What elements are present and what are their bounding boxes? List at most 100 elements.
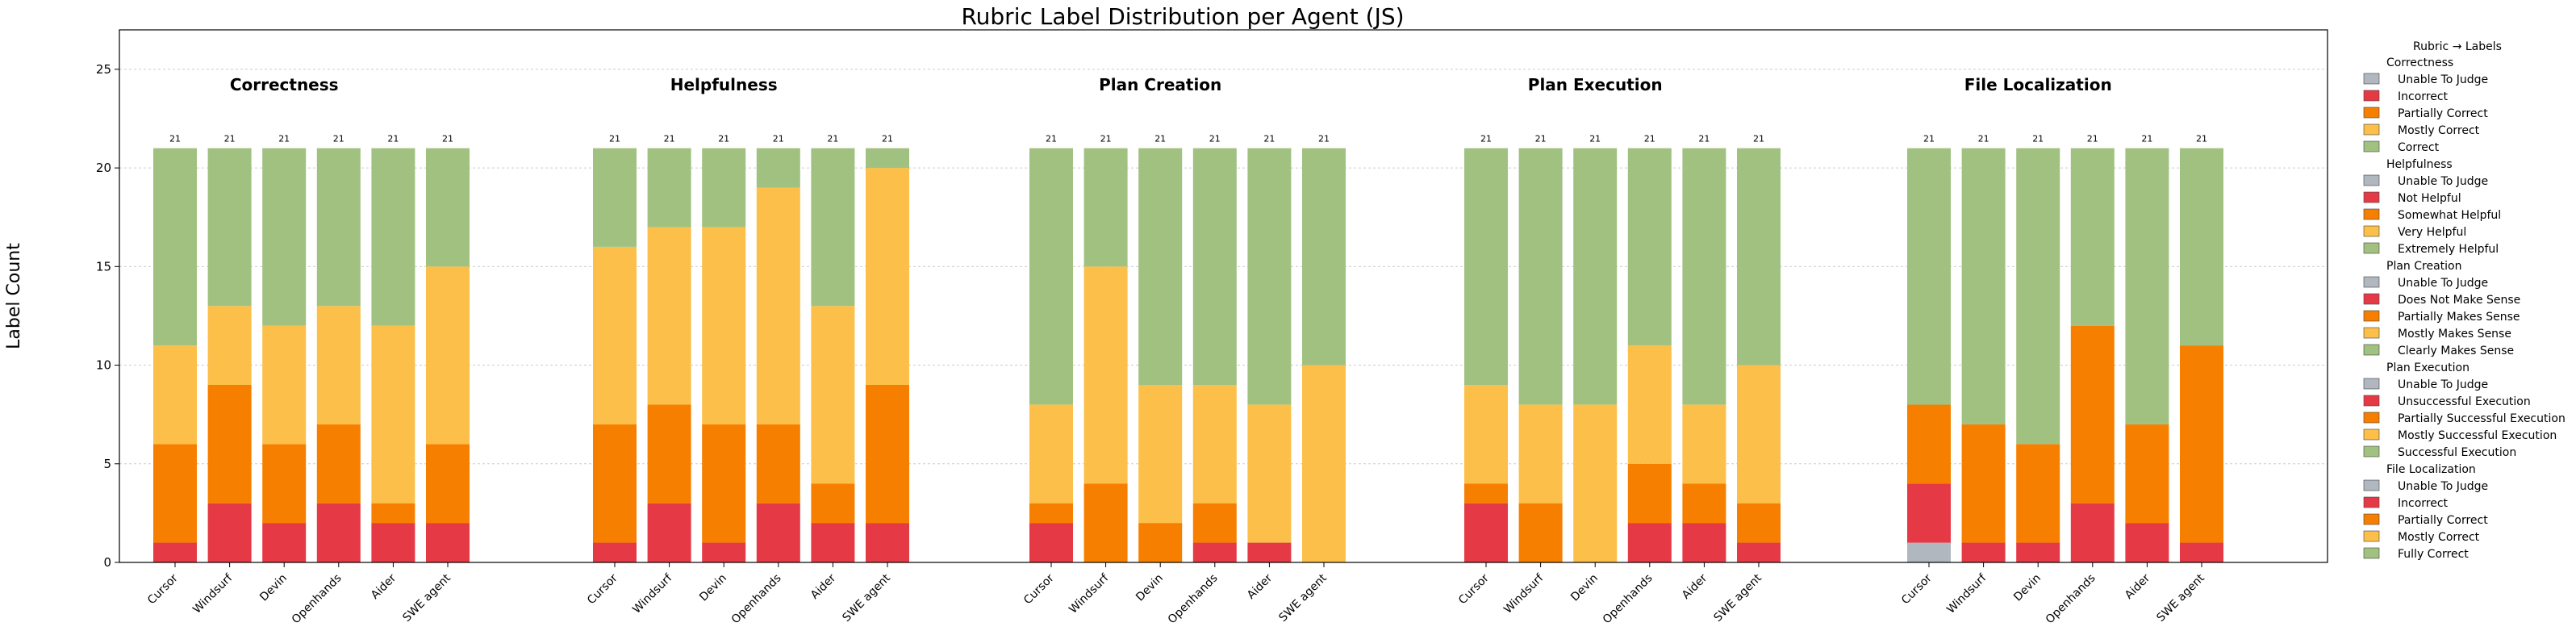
- total-label: 21: [882, 134, 893, 144]
- total-label: 21: [1753, 134, 1764, 144]
- bar-file-localization-aider-fully-correct: [2125, 148, 2169, 424]
- bar-plan-execution-devin-mostly-successful-execution: [1573, 404, 1618, 562]
- bar-file-localization-aider-incorrect: [2125, 523, 2169, 562]
- total-label: 21: [1154, 134, 1166, 144]
- x-tick-label: Devin: [1134, 572, 1166, 604]
- bar-file-localization-windsurf-fully-correct: [1961, 148, 2006, 424]
- bar-file-localization-windsurf-partially-correct: [1961, 424, 2006, 543]
- legend-swatch: [2363, 174, 2380, 186]
- legend-swatch: [2363, 395, 2380, 407]
- legend-entry-mostly-correct: Mostly Correct: [2398, 531, 2480, 544]
- bar-correctness-cursor-partially-correct: [153, 444, 197, 543]
- bar-correctness-cursor-incorrect: [153, 542, 197, 562]
- total-label: 21: [1209, 134, 1221, 144]
- legend-entry-partially-successful-execution: Partially Successful Execution: [2398, 412, 2566, 425]
- legend-swatch: [2363, 412, 2380, 424]
- legend-swatch: [2363, 107, 2380, 119]
- bar-plan-creation-openhands-partially-makes-sense: [1192, 503, 1237, 543]
- bar-plan-creation-cursor-partially-makes-sense: [1029, 503, 1073, 524]
- bar-file-localization-devin-partially-correct: [2016, 444, 2060, 543]
- legend-heading-plan-creation: Plan Creation: [2386, 260, 2461, 273]
- legend-entry-mostly-makes-sense: Mostly Makes Sense: [2398, 328, 2511, 341]
- bar-plan-creation-windsurf-partially-makes-sense: [1083, 483, 1128, 562]
- bar-correctness-devin-partially-correct: [262, 444, 307, 524]
- x-tick-label: Windsurf: [190, 571, 236, 616]
- bar-plan-execution-aider-mostly-successful-execution: [1682, 404, 1726, 484]
- legend-entry-unable-to-judge: Unable To Judge: [2398, 378, 2488, 391]
- legend-entry-correct: Correct: [2398, 141, 2440, 154]
- bar-file-localization-swe-agent-partially-correct: [2180, 345, 2223, 543]
- bar-helpfulness-swe-agent-extremely-helpful: [866, 148, 909, 169]
- y-tick-label: 10: [96, 358, 111, 373]
- group-title-plan-creation: Plan Creation: [1099, 75, 1221, 94]
- bar-plan-creation-aider-mostly-makes-sense: [1247, 404, 1292, 543]
- legend-heading-correctness: Correctness: [2386, 56, 2453, 69]
- legend-heading-helpfulness: Helpfulness: [2386, 158, 2453, 171]
- x-tick-label: Openhands: [1166, 572, 1221, 627]
- bar-plan-execution-openhands-unsuccessful-execution: [1627, 523, 1672, 562]
- x-tick-label: Openhands: [290, 572, 344, 627]
- x-tick-label: Aider: [1245, 571, 1275, 601]
- legend-entry-unable-to-judge: Unable To Judge: [2398, 175, 2488, 188]
- bar-helpfulness-devin-extremely-helpful: [702, 148, 746, 228]
- x-tick-label: Cursor: [145, 571, 181, 607]
- bar-correctness-windsurf-partially-correct: [207, 385, 252, 504]
- bar-correctness-swe-agent-incorrect: [426, 523, 470, 562]
- x-tick-label: Windsurf: [1501, 571, 1547, 616]
- x-tick-label: Aider: [808, 571, 838, 601]
- x-tick-label: Cursor: [1021, 571, 1057, 607]
- bar-helpfulness-cursor-very-helpful: [593, 246, 637, 424]
- y-tick-label: 25: [96, 62, 111, 77]
- bar-correctness-devin-correct: [262, 148, 307, 326]
- bar-correctness-windsurf-incorrect: [207, 503, 252, 562]
- bar-plan-execution-openhands-mostly-successful-execution: [1627, 345, 1672, 464]
- legend-title: Rubric → Labels: [2413, 40, 2502, 53]
- bar-helpfulness-cursor-extremely-helpful: [593, 148, 637, 247]
- bar-helpfulness-windsurf-not-helpful: [647, 503, 691, 562]
- legend-entry-partially-makes-sense: Partially Makes Sense: [2398, 311, 2520, 324]
- bar-plan-execution-swe-agent-mostly-successful-execution: [1737, 365, 1781, 504]
- legend-entry-unable-to-judge: Unable To Judge: [2398, 73, 2488, 86]
- legend-swatch: [2363, 513, 2380, 525]
- legend-entry-extremely-helpful: Extremely Helpful: [2398, 243, 2499, 256]
- bar-file-localization-devin-fully-correct: [2016, 148, 2060, 445]
- total-label: 21: [773, 134, 784, 144]
- legend-entry-very-helpful: Very Helpful: [2398, 226, 2466, 239]
- bar-plan-creation-aider-does-not-make-sense: [1247, 542, 1292, 562]
- bar-plan-creation-windsurf-clearly-makes-sense: [1083, 148, 1128, 267]
- legend-entry-somewhat-helpful: Somewhat Helpful: [2398, 209, 2501, 222]
- legend-swatch: [2363, 479, 2380, 491]
- bar-helpfulness-swe-agent-not-helpful: [866, 523, 909, 562]
- bar-helpfulness-cursor-somewhat-helpful: [593, 424, 637, 543]
- legend-entry-does-not-make-sense: Does Not Make Sense: [2398, 294, 2520, 307]
- legend-swatch: [2363, 191, 2380, 203]
- bar-plan-creation-cursor-does-not-make-sense: [1029, 523, 1073, 562]
- legend-swatch: [2363, 327, 2380, 339]
- total-label: 21: [1480, 134, 1492, 144]
- bar-plan-creation-windsurf-mostly-makes-sense: [1083, 266, 1128, 484]
- chart-title: Rubric Label Distribution per Agent (JS): [961, 3, 1404, 30]
- bar-plan-execution-swe-agent-successful-execution: [1737, 148, 1781, 366]
- group-title-correctness: Correctness: [230, 75, 339, 94]
- x-tick-label: Openhands: [1601, 572, 1655, 627]
- bar-correctness-cursor-mostly-correct: [153, 345, 197, 445]
- bar-plan-execution-swe-agent-partially-successful-execution: [1737, 503, 1781, 543]
- total-label: 21: [2196, 134, 2207, 144]
- bar-file-localization-swe-agent-fully-correct: [2180, 148, 2223, 346]
- bar-helpfulness-aider-not-helpful: [811, 523, 855, 562]
- legend-swatch: [2363, 225, 2380, 237]
- bar-plan-creation-devin-clearly-makes-sense: [1138, 148, 1183, 385]
- legend-swatch: [2363, 73, 2380, 85]
- legend-entry-clearly-makes-sense: Clearly Makes Sense: [2398, 345, 2514, 357]
- legend-entry-not-helpful: Not Helpful: [2398, 192, 2461, 205]
- bar-helpfulness-windsurf-very-helpful: [647, 227, 691, 405]
- bar-correctness-swe-agent-correct: [426, 148, 470, 267]
- total-label: 21: [333, 134, 344, 144]
- bar-correctness-windsurf-correct: [207, 148, 252, 307]
- bar-correctness-openhands-partially-correct: [316, 424, 361, 504]
- bar-file-localization-openhands-partially-correct: [2070, 325, 2115, 504]
- bar-helpfulness-cursor-not-helpful: [593, 542, 637, 562]
- x-tick-label: Openhands: [729, 572, 784, 627]
- total-label: 21: [224, 134, 236, 144]
- bar-plan-execution-cursor-partially-successful-execution: [1464, 483, 1508, 504]
